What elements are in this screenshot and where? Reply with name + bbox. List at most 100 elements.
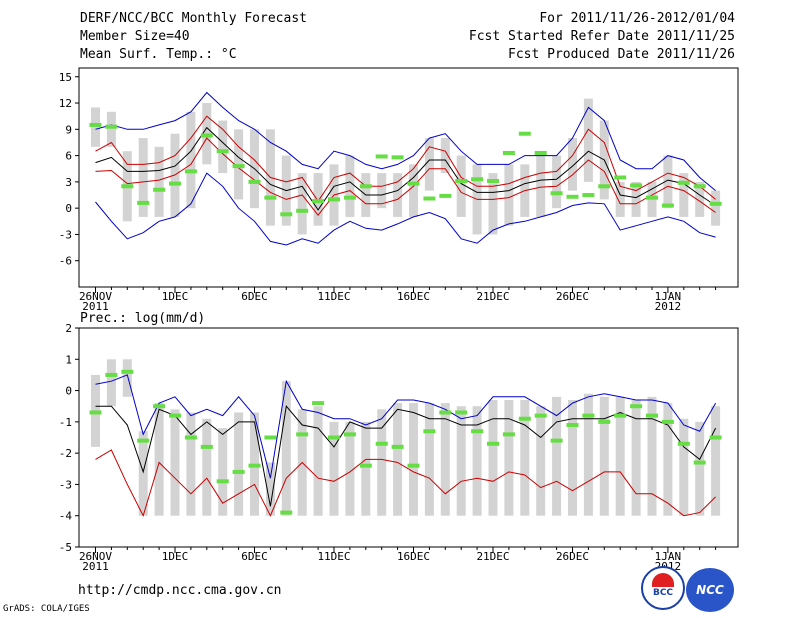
forecast-period: For 2011/11/26-2012/01/04 [539, 11, 735, 26]
prec-xtick-label: 1DEC [162, 550, 189, 563]
prec-frame [78, 327, 739, 548]
temp-box-26 [504, 164, 514, 226]
temp-median-25 [487, 179, 499, 184]
temp-box-31 [583, 98, 593, 182]
temp-xtick-label: 26DEC [556, 290, 589, 303]
prec-xtick-label: 16DEC [397, 550, 430, 563]
prec-xtick-label: 6DEC [241, 550, 268, 563]
temp-median-33 [614, 175, 627, 180]
bcc-emblem-icon [652, 573, 674, 587]
source-url[interactable]: http://cmdp.ncc.cma.gov.cn [78, 583, 282, 598]
prec-median-12 [280, 510, 293, 515]
prec-ytick-label: -5 [59, 541, 72, 554]
prec-box-6 [186, 412, 196, 516]
temp-median-18 [375, 154, 388, 159]
temp-median-1 [105, 124, 118, 129]
temp-box-19 [393, 173, 403, 217]
temp-ytick-label: -3 [59, 228, 72, 241]
prec-box-29 [552, 396, 562, 516]
prec-box-8 [218, 428, 228, 516]
produced-date: Fcst Produced Date 2011/11/26 [508, 47, 735, 62]
ncc-logo-text: NCC [696, 583, 724, 597]
prec-box-38 [695, 421, 705, 516]
prec-median-25 [487, 441, 499, 446]
temp-median-36 [661, 203, 674, 208]
temp-box-34 [631, 181, 641, 217]
prec-xtick-label: 2011 [82, 560, 109, 573]
prec-median-39 [709, 435, 722, 440]
prec-box-25 [488, 399, 498, 516]
prec-median-26 [502, 432, 515, 437]
temp-box-18 [377, 173, 387, 209]
temp-box-39 [711, 190, 721, 226]
prec-median-3 [137, 438, 150, 443]
grads-credit: GrADS: COLA/IGES [3, 604, 90, 614]
prec-box-5 [170, 409, 180, 516]
temp-median-2 [121, 184, 134, 189]
prec-box-4 [154, 403, 164, 516]
temp-box-29 [552, 155, 562, 209]
prec-median-4 [153, 404, 166, 409]
temp-median-38 [693, 184, 706, 189]
temp-line-mean [95, 126, 716, 211]
temp-median-12 [280, 212, 293, 217]
prec-median-22 [439, 410, 452, 415]
prec-median-19 [391, 444, 404, 449]
precip-label: Prec.: log(mm/d) [80, 311, 206, 326]
temp-xtick-label: 6DEC [241, 290, 268, 303]
temp-median-6 [184, 169, 197, 174]
temp-ytick-label: 6 [65, 150, 72, 163]
temp-median-26 [502, 150, 515, 155]
prec-ytick-label: 1 [65, 353, 72, 366]
temp-median-17 [359, 184, 372, 189]
refer-date: Fcst Started Refer Date 2011/11/25 [468, 29, 735, 44]
temp-ytick-label: -6 [59, 255, 72, 268]
prec-median-11 [264, 435, 277, 440]
prec-median-16 [343, 432, 356, 437]
temp-xtick-label: 21DEC [476, 290, 509, 303]
temp-median-8 [216, 149, 229, 154]
temp-median-30 [566, 194, 579, 199]
bcc-logo-text: BCC [652, 588, 674, 598]
prec-median-5 [169, 413, 181, 418]
temp-median-31 [582, 193, 595, 198]
temp-box-8 [218, 120, 228, 174]
prec-median-27 [518, 416, 531, 421]
temp-xtick-label: 2011 [82, 300, 109, 313]
prec-box-22 [440, 403, 450, 516]
prec-box-2 [122, 359, 132, 397]
prec-median-18 [375, 441, 388, 446]
temp-median-3 [137, 200, 150, 205]
prec-box-35 [647, 396, 657, 516]
prec-line-mean [95, 405, 717, 507]
prec-line-max [95, 374, 717, 479]
prec-median-31 [582, 413, 595, 418]
prec-box-9 [234, 412, 244, 516]
prec-xtick-label: 1JAN [655, 550, 682, 563]
prec-box-26 [504, 399, 514, 516]
temp-box-23 [456, 155, 466, 217]
prec-box-21 [424, 403, 434, 516]
prec-ytick-label: -3 [59, 478, 72, 491]
prec-ytick-label: 0 [65, 385, 72, 398]
prec-box-1 [106, 359, 116, 407]
temp-box-22 [440, 138, 450, 174]
prec-median-15 [328, 435, 340, 440]
temp-median-4 [153, 187, 166, 192]
prec-median-6 [184, 435, 197, 440]
temp-box-30 [568, 138, 577, 191]
prec-box-17 [361, 421, 371, 516]
variable-label: Mean Surf. Temp.: °C [80, 47, 237, 62]
prec-box-19 [393, 403, 403, 516]
prec-median-28 [534, 413, 547, 418]
prec-box-24 [472, 406, 482, 516]
prec-median-2 [121, 369, 134, 374]
temp-line-max [95, 172, 716, 246]
prec-median-37 [677, 441, 690, 446]
temp-median-20 [407, 181, 420, 186]
prec-box-36 [663, 403, 673, 516]
prec-ytick-label: 2 [65, 322, 72, 335]
prec-median-0 [89, 410, 102, 415]
prec-box-37 [679, 418, 689, 516]
